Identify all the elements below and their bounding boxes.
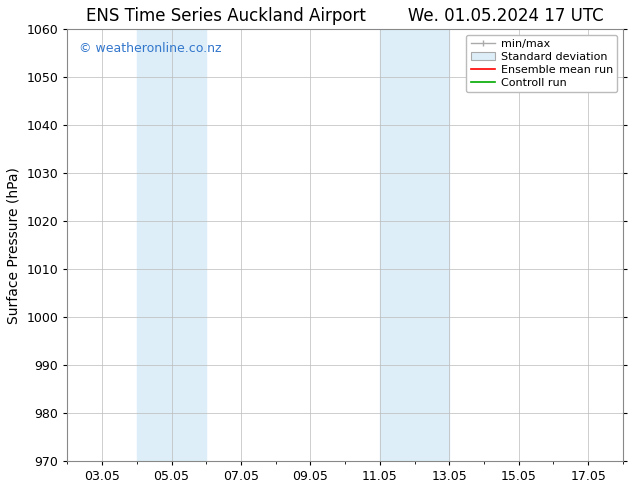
Bar: [137, 29, 206, 461]
Bar: [380, 29, 450, 461]
Y-axis label: Surface Pressure (hPa): Surface Pressure (hPa): [7, 167, 21, 323]
Legend: min/max, Standard deviation, Ensemble mean run, Controll run: min/max, Standard deviation, Ensemble me…: [466, 35, 618, 92]
Text: © weatheronline.co.nz: © weatheronline.co.nz: [79, 42, 221, 55]
Title: ENS Time Series Auckland Airport        We. 01.05.2024 17 UTC: ENS Time Series Auckland Airport We. 01.…: [86, 7, 604, 25]
